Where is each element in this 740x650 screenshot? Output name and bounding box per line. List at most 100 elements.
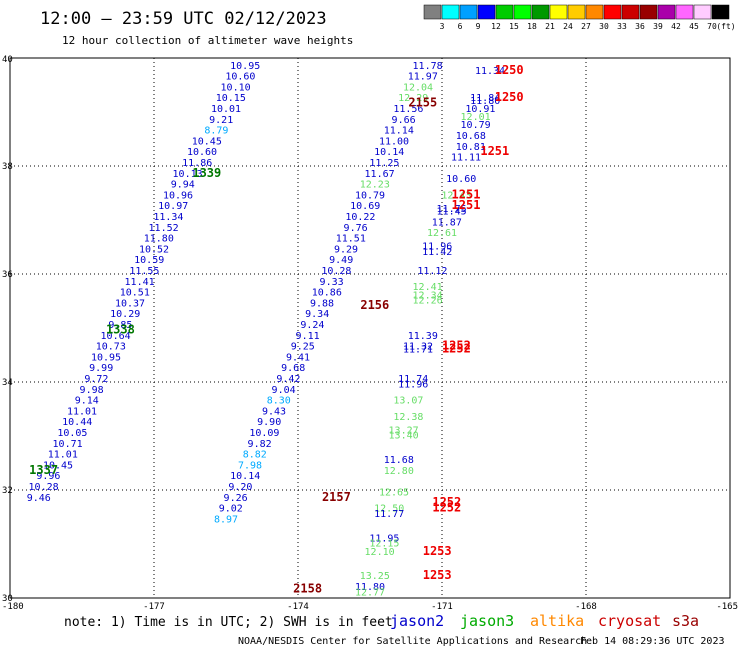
pass-time-label: 1250 xyxy=(495,90,524,104)
wave-height-label: 11.80 xyxy=(355,582,385,593)
wave-height-label: 10.79 xyxy=(355,190,385,201)
axis-ticks: -180 -177 -174 -171 -168 -165 30 32 34 36 38 40 xyxy=(2,55,738,612)
wave-height-label: 10.05 xyxy=(57,428,87,439)
wave-height-label: 11.39 xyxy=(408,331,438,342)
wave-height-label: 10.60 xyxy=(446,174,476,185)
wave-height-label: 11.11 xyxy=(451,153,481,164)
pass-time-label: 1337 xyxy=(29,463,58,477)
wave-height-label: 9.11 xyxy=(296,331,320,342)
wave-height-label: 12.34 xyxy=(413,290,443,301)
wave-height-label: 9.82 xyxy=(248,439,272,450)
wave-height-label: 9.29 xyxy=(334,244,358,255)
pass-time-label: 2157 xyxy=(322,490,351,504)
x-tick-label: -177 xyxy=(143,602,165,612)
y-tick-label: 36 xyxy=(2,270,13,280)
wave-height-label: 8.79 xyxy=(204,126,228,137)
wave-height-label: 11.67 xyxy=(365,169,395,180)
wave-height-label: 12.04 xyxy=(403,82,433,93)
wave-height-label: 10.01 xyxy=(211,104,241,115)
wave-height-label: 11.51 xyxy=(336,234,366,245)
wave-height-label: 10.37 xyxy=(115,298,145,309)
wave-height-label: 11.87 xyxy=(432,217,462,228)
legend-swatch xyxy=(585,4,604,20)
wave-height-label: 10.15 xyxy=(216,93,246,104)
wave-height-label: 10.52 xyxy=(139,244,169,255)
wave-height-label: 10.10 xyxy=(221,82,251,93)
footer-credit: NOAA/NESDIS Center for Satellite Applica… xyxy=(238,636,587,647)
wave-height-label: 10.28 xyxy=(29,482,59,493)
pass-time-label: 1252 xyxy=(432,501,461,515)
legend-swatch xyxy=(495,4,514,20)
wave-height-label: 11.96 xyxy=(398,379,428,390)
y-tick-label: 40 xyxy=(2,55,13,65)
satellite-label-jason2: jason2 xyxy=(390,612,444,630)
wave-height-label: 12.26 xyxy=(413,296,443,307)
pass-time-label: 1338 xyxy=(106,322,135,336)
legend-tick-label: 36 xyxy=(635,22,645,31)
wave-height-label: 9.85 xyxy=(108,320,132,331)
wave-height-label: 10.91 xyxy=(465,104,495,115)
legend-unit-label: (ft) xyxy=(716,22,735,31)
wave-height-label: 11.68 xyxy=(384,455,414,466)
wave-height-label: 10.73 xyxy=(96,342,126,353)
wave-height-label: 10.64 xyxy=(101,331,131,342)
wave-height-label: 10.45 xyxy=(43,460,73,471)
wave-height-label: 11.80 xyxy=(144,234,174,245)
wave-height-label: 9.72 xyxy=(84,374,108,385)
wave-height-label: 11.52 xyxy=(149,223,179,234)
wave-height-label: 12.23 xyxy=(360,180,390,191)
wave-height-label: 11.45 xyxy=(437,207,467,218)
legend-swatch xyxy=(603,4,622,20)
wave-height-label: 11.12 xyxy=(417,266,447,277)
wave-height-label: 11.97 xyxy=(408,72,438,83)
wave-height-label: 11.32 xyxy=(403,342,433,353)
wave-height-label: 11.01 xyxy=(67,406,97,417)
wave-height-label: 9.34 xyxy=(305,309,329,320)
legend-tick-label: 45 xyxy=(689,22,699,31)
legend-swatch xyxy=(423,4,442,20)
legend-swatch xyxy=(675,4,694,20)
wave-height-label: 9.04 xyxy=(272,385,296,396)
legend-swatch xyxy=(711,4,730,20)
wave-height-label: 10.81 xyxy=(456,142,486,153)
wave-height-label: 12.61 xyxy=(427,228,457,239)
satellite-label-cryosat: cryosat xyxy=(598,612,661,630)
wave-height-label: 11.80 xyxy=(470,96,500,107)
legend-tick-label: 18 xyxy=(527,22,537,31)
wave-height-label: 12.10 xyxy=(365,547,395,558)
wave-height-label: 7.98 xyxy=(238,460,262,471)
wave-height-label: 10.79 xyxy=(461,120,491,131)
footer-timestamp: Feb 14 08:29:36 UTC 2023 xyxy=(580,636,725,647)
pass-time-label: 1251 xyxy=(480,144,509,158)
pass-time-label: 1251 xyxy=(452,187,481,201)
wave-height-label: 12.65 xyxy=(379,487,409,498)
wave-height-label: 9.43 xyxy=(262,406,286,417)
wave-height-label: 9.94 xyxy=(171,180,195,191)
wave-height-label: 10.29 xyxy=(110,309,140,320)
wave-height-label: 11.42 xyxy=(422,247,452,258)
wave-height-label: 10.60 xyxy=(187,147,217,158)
wave-height-label: 9.96 xyxy=(36,471,60,482)
wave-height-label: 11.96 xyxy=(422,242,452,253)
legend-swatch xyxy=(657,4,676,20)
x-tick-label: -174 xyxy=(287,602,309,612)
pass-time-label: 2155 xyxy=(408,96,437,110)
legend-swatch xyxy=(459,4,478,20)
wave-height-label: 11.14 xyxy=(384,126,414,137)
pass-time-label: 1253 xyxy=(423,568,452,582)
wave-height-label: 12.41 xyxy=(413,282,443,293)
legend-swatch xyxy=(477,4,496,20)
wave-height-label: 11.86 xyxy=(182,158,212,169)
y-tick-label: 38 xyxy=(2,162,13,172)
wave-height-label: 9.02 xyxy=(219,504,243,515)
legend-tick-label: 9 xyxy=(476,22,481,31)
wave-height-label: 9.98 xyxy=(80,385,104,396)
legend-swatch xyxy=(693,4,712,20)
wave-height-label: 10.59 xyxy=(134,255,164,266)
wave-height-label: 11.74 xyxy=(398,374,428,385)
wave-height-label: 11.00 xyxy=(379,136,409,147)
footer-note: note: 1) Time is in UTC; 2) SWH is in fe… xyxy=(64,615,393,630)
plot-frame xyxy=(9,57,731,599)
wave-height-label: 9.24 xyxy=(300,320,324,331)
legend-tick-label: 27 xyxy=(581,22,591,31)
